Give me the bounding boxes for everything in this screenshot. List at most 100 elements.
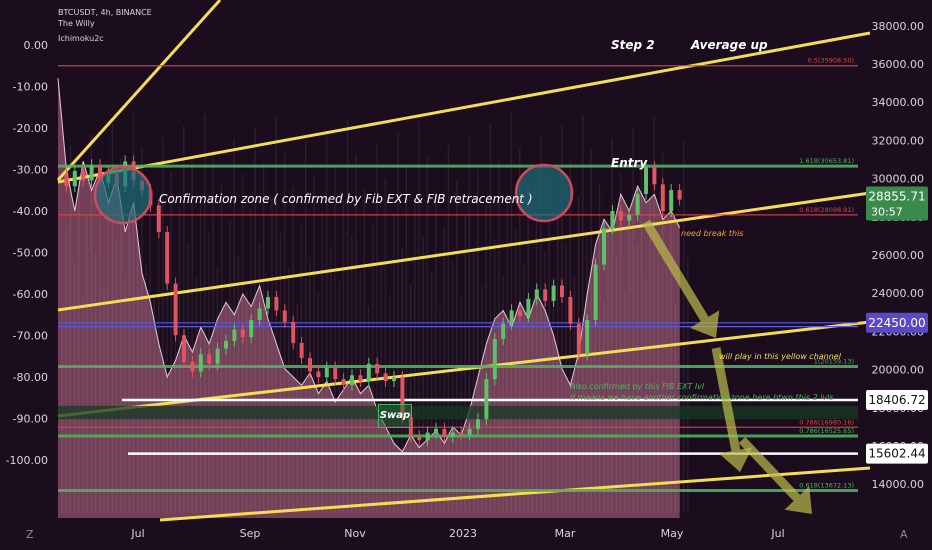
auto-scale-button[interactable]: A	[900, 528, 908, 541]
price-candle-body	[618, 211, 623, 221]
price-candle-body	[543, 289, 548, 301]
price-candle-body	[198, 354, 203, 372]
fib-level-label: 1(20159.13)	[814, 358, 854, 366]
left-axis-tick: -90.00	[13, 413, 48, 426]
left-axis-tick: -50.00	[13, 247, 48, 260]
right-axis-tick: 14000.00	[872, 478, 925, 491]
price-candle-body	[677, 190, 682, 200]
confirmation-zone-annotation[interactable]: Confirmation zone ( confirmed by Fib EXT…	[159, 192, 533, 206]
also-confirmed-annotation-2[interactable]: it means we have another confirmation zo…	[570, 393, 834, 402]
fib-level-label: 0.618(28098.91)	[799, 206, 854, 214]
need-break-annotation[interactable]: need break this	[681, 229, 744, 238]
price-candle-body	[383, 373, 388, 382]
left-axis-tick: -10.00	[13, 81, 48, 94]
price-candle-body	[627, 214, 632, 221]
price-candle-body	[551, 285, 556, 301]
swap-annotation[interactable]: Swap	[378, 404, 412, 428]
price-candle-body	[316, 371, 321, 378]
price-candle-body	[224, 340, 228, 349]
entry-annotation[interactable]: Entry	[611, 156, 648, 170]
price-candle-body	[434, 428, 438, 433]
price-candle-body	[652, 167, 657, 185]
price-candle-body	[467, 428, 472, 435]
price-candle-body	[72, 170, 77, 187]
price-candle-body	[644, 167, 648, 194]
left-axis-tick: -20.00	[13, 122, 48, 135]
right-axis-tick: 24000.00	[872, 287, 925, 300]
price-candle-body	[610, 211, 615, 229]
left-axis-tick: -80.00	[13, 371, 48, 384]
price-candle-body	[450, 432, 455, 437]
price-candle-body	[568, 297, 573, 324]
price-candle-body	[291, 321, 296, 343]
right-axis-tick: 34000.00	[872, 96, 925, 109]
price-candle-body	[509, 310, 514, 324]
left-axis-tick: -30.00	[13, 164, 48, 177]
price-candle-body	[324, 367, 329, 378]
x-axis-label: Nov	[344, 527, 366, 540]
price-candle-body	[215, 348, 220, 364]
price-candle-body	[534, 289, 539, 299]
green-zone-band	[58, 405, 858, 420]
price-tag-countdown: 30:57	[871, 205, 903, 218]
yellow-channel-annotation[interactable]: will play in this yellow channel	[719, 352, 841, 361]
price-candle-body	[366, 363, 371, 382]
arrow-down-2	[711, 347, 753, 472]
price-candle-body	[417, 436, 422, 441]
price-candle-body	[182, 335, 186, 362]
price-candle-body	[299, 342, 304, 359]
price-candle-body	[375, 363, 380, 374]
price-candle-body	[64, 174, 69, 187]
x-axis-label: Jul	[770, 527, 784, 540]
price-candle-body	[492, 339, 497, 380]
also-confirmed-annotation-1[interactable]: Also confirmed by this FIB EXT lvl	[570, 382, 705, 391]
x-axis-label: May	[661, 527, 684, 540]
yellow-channel-line	[159, 466, 871, 522]
x-axis-label: 2023	[449, 527, 477, 540]
left-axis-tick: 0.00	[24, 39, 49, 52]
price-candle-body	[282, 310, 287, 322]
price-candle-body	[501, 323, 506, 340]
yellow-channel-line	[56, 0, 222, 182]
price-candle-body	[425, 432, 430, 441]
price-candle-body	[635, 193, 640, 215]
price-candle-body	[240, 329, 245, 338]
price-tag-box	[866, 312, 928, 333]
price-candle-body	[156, 205, 161, 233]
price-candle-body	[266, 297, 270, 309]
price-candle-body	[518, 310, 522, 317]
average-up-annotation[interactable]: Average up	[691, 38, 768, 52]
price-tag-label: 18406.72	[868, 393, 925, 407]
arrow-down-1	[642, 219, 720, 338]
price-candle-body	[232, 329, 237, 341]
x-axis-label: Sep	[240, 527, 261, 540]
price-candle-body	[459, 432, 464, 435]
indicator-willy-label[interactable]: The Willy	[58, 19, 95, 28]
fib-level-label: 0.618(13672.13)	[799, 481, 854, 489]
left-axis-tick: -100.00	[6, 454, 48, 467]
step2-annotation[interactable]: Step 2	[611, 38, 655, 52]
price-tag-label: 28855.71	[868, 189, 925, 203]
right-axis-tick: 38000.00	[872, 20, 925, 33]
left-axis-tick: -70.00	[13, 330, 48, 343]
price-candle-body	[576, 323, 581, 355]
axes-layer: 0.00 -10.00 -20.00 -30.00 -40.00 -50.00 -60.00…	[6, 20, 928, 540]
fib-level-label: 0.5(35908.50)	[808, 57, 854, 65]
price-candle-body	[81, 170, 86, 181]
confirmation-circle-left	[93, 165, 153, 225]
right-axis-tick: 36000.00	[872, 58, 925, 71]
price-tag-box	[866, 390, 928, 411]
price-candle-body	[660, 184, 665, 212]
left-axis-tick: -40.00	[13, 205, 48, 218]
indicator-ichimoku-label[interactable]: Ichimoku2c	[58, 34, 104, 43]
right-axis-tick: 26000.00	[872, 249, 925, 262]
timezone-z-button[interactable]: Z	[26, 528, 34, 541]
left-axis-tick: -60.00	[13, 288, 48, 301]
price-candle-body	[165, 232, 170, 284]
price-tag-label: 15602.44	[868, 447, 925, 461]
price-candle-body	[341, 379, 346, 385]
price-candle-body	[173, 283, 178, 336]
right-axis-tick: 32000.00	[872, 134, 925, 147]
price-candle-body	[400, 377, 405, 418]
